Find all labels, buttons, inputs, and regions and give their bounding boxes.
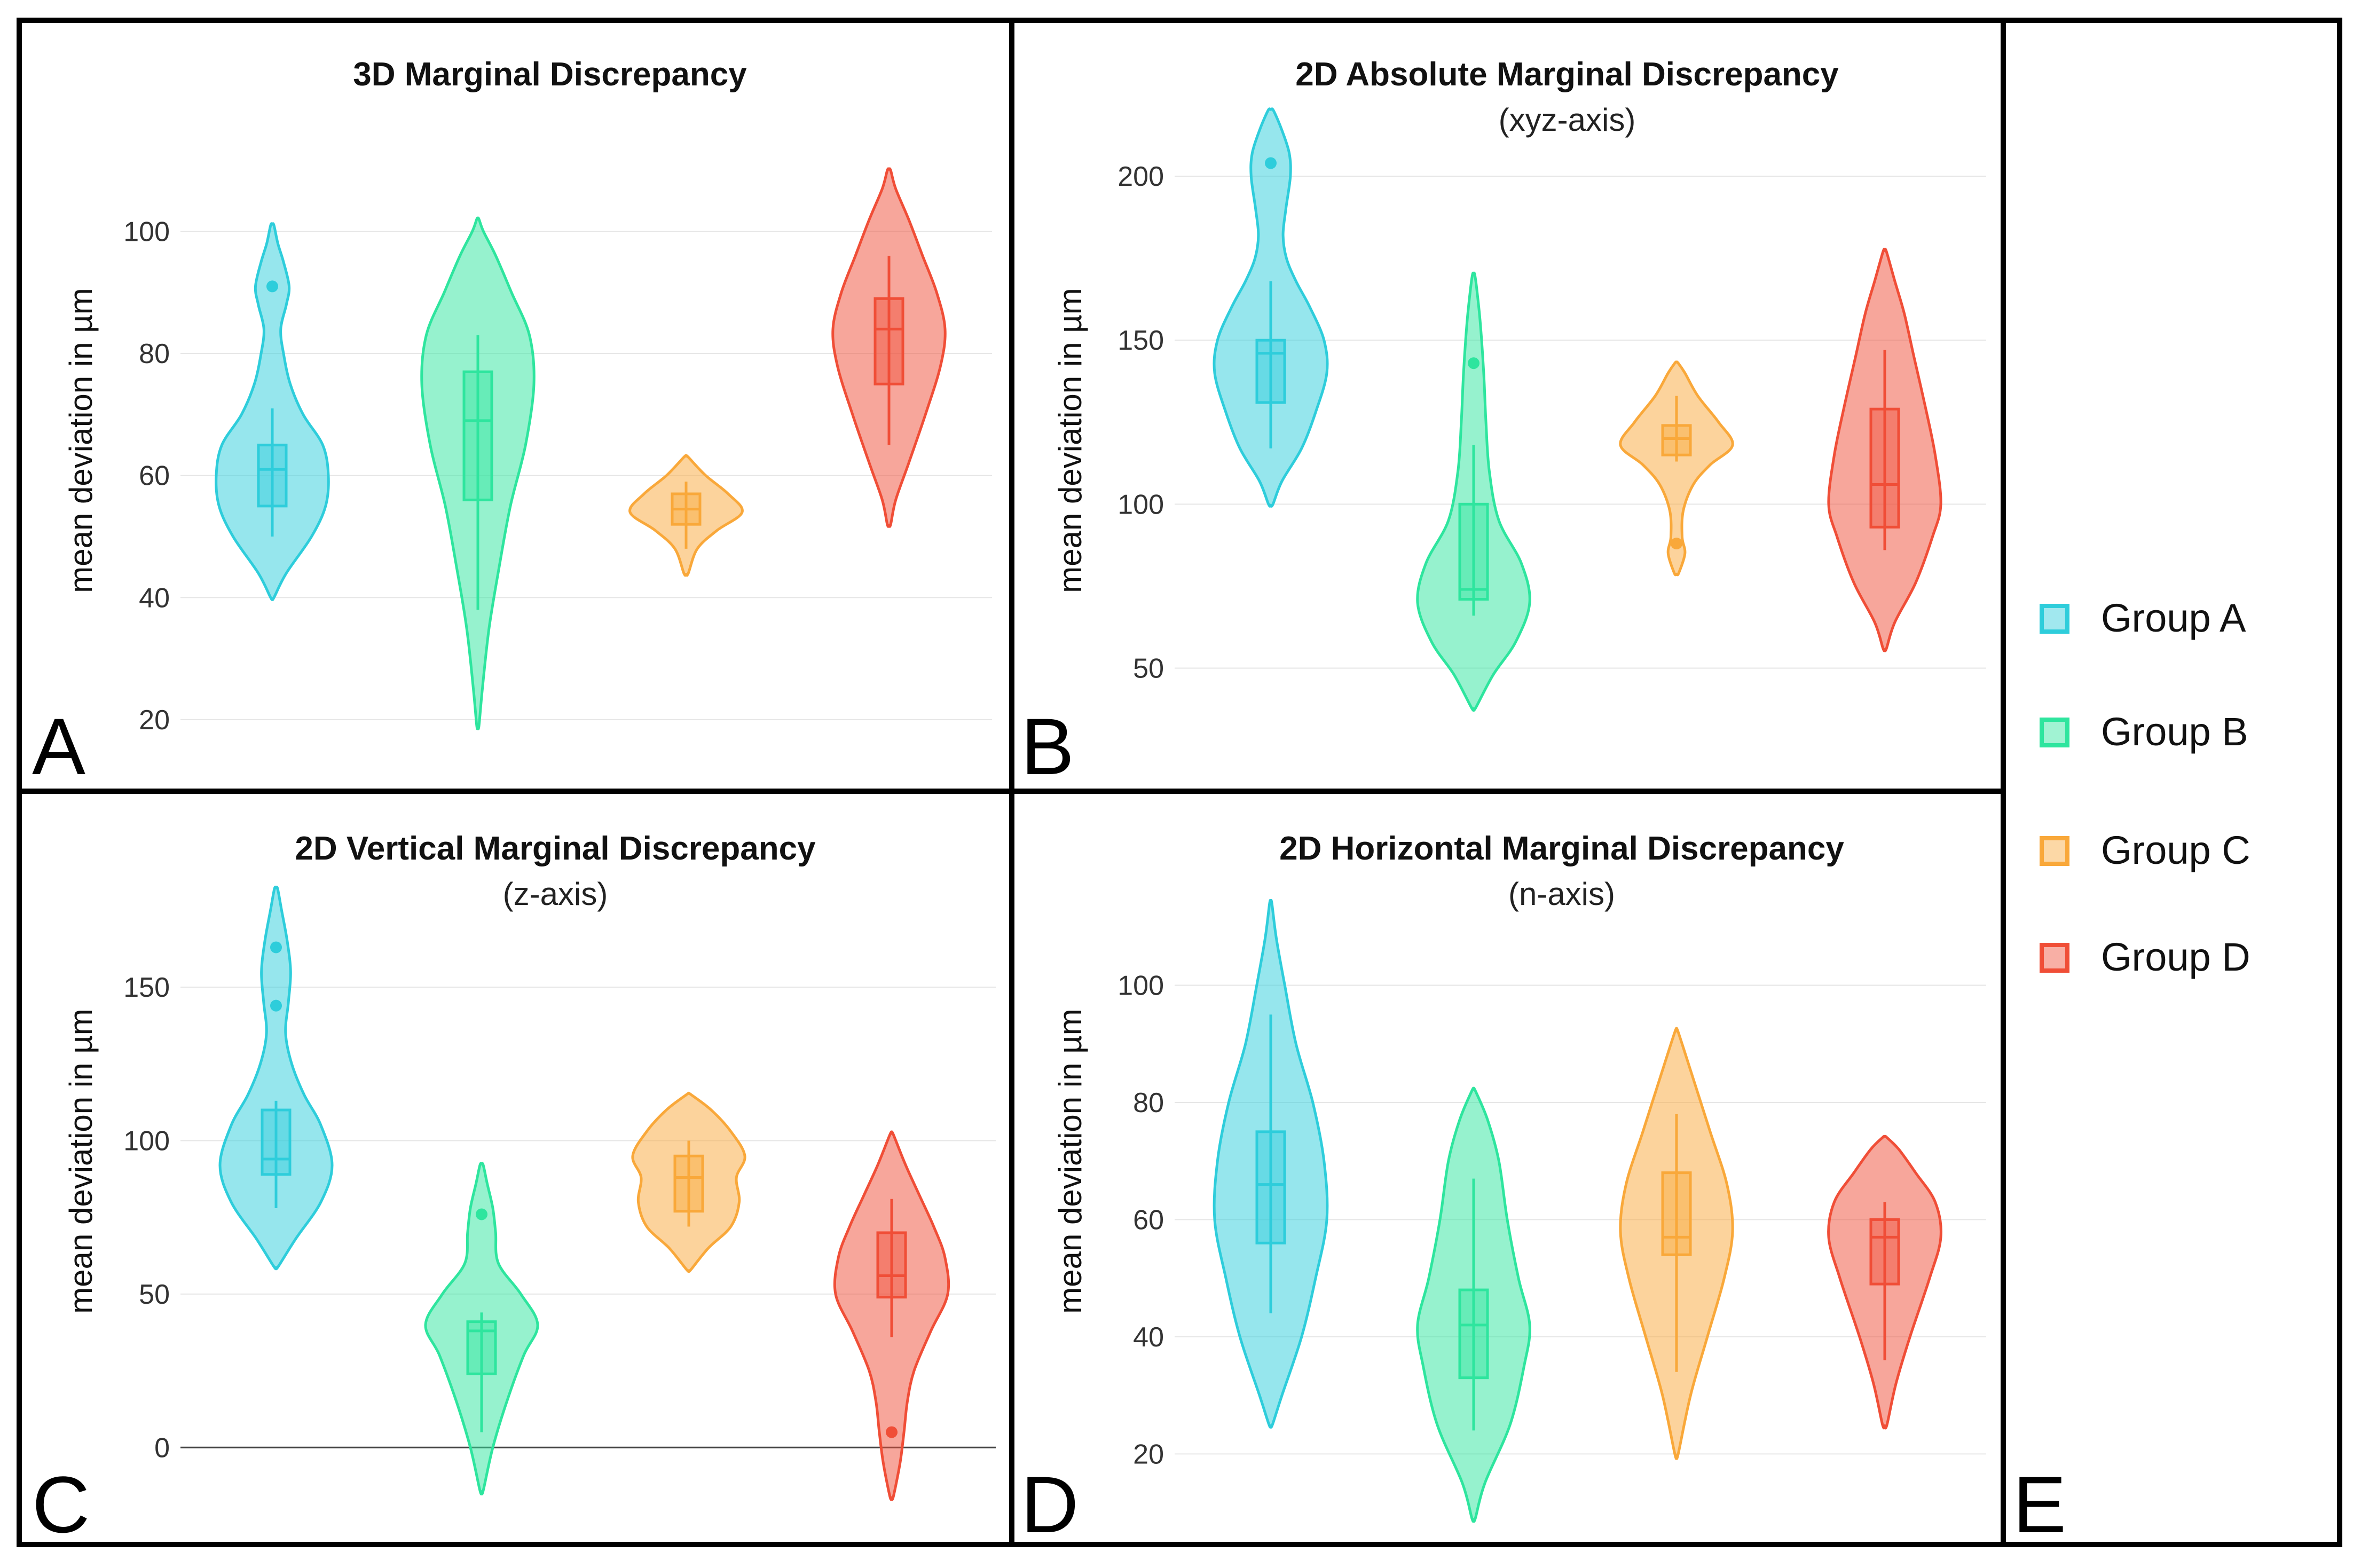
violin-group-b — [1416, 1086, 1531, 1523]
y-tick-label: 40 — [139, 582, 170, 613]
outlier-point — [1671, 538, 1682, 550]
plot-area: 0 50 100 150 — [123, 885, 996, 1501]
iqr-box — [1661, 1171, 1692, 1256]
violin-group-b — [1416, 271, 1531, 712]
iqr-box — [873, 297, 904, 385]
iqr-box — [673, 1154, 704, 1213]
panel-subtitle: (z-axis) — [503, 876, 608, 912]
panel-title: 3D Marginal Discrepancy — [353, 56, 747, 93]
legend-label: Group B — [2101, 710, 2248, 754]
y-tick-label: 100 — [123, 1126, 170, 1157]
violin-group-a — [218, 885, 334, 1271]
legend-swatch — [2040, 604, 2069, 634]
y-tick-label: 80 — [139, 338, 170, 369]
plot-area: 20 40 60 80 100 — [1117, 899, 1986, 1523]
panel-subtitle: (n-axis) — [1508, 876, 1615, 912]
violin-group-d — [833, 1130, 950, 1501]
outlier-point — [1265, 157, 1277, 169]
y-axis-label: mean deviation in µm — [1052, 288, 1088, 593]
iqr-box — [1458, 502, 1489, 601]
iqr-box — [1869, 407, 1900, 529]
violin-group-a — [215, 222, 330, 601]
y-tick-label: 100 — [123, 217, 170, 248]
iqr-box — [1458, 1288, 1489, 1380]
plot-area: 20 40 60 80 100 — [123, 167, 992, 736]
iqr-box — [466, 1320, 497, 1375]
y-tick-label: 80 — [1133, 1088, 1164, 1118]
y-tick-label: 50 — [139, 1279, 170, 1310]
outlier-point — [1468, 357, 1479, 369]
violin-group-b — [420, 216, 536, 730]
y-axis-label: mean deviation in µm — [1052, 1008, 1088, 1314]
panel-title: 2D Absolute Marginal Discrepancy — [1295, 56, 1839, 93]
y-tick-label: 150 — [1117, 325, 1164, 356]
legend: E Group A Group B Group C Group D — [2013, 596, 2250, 1549]
y-tick-label: 100 — [1117, 489, 1164, 520]
violin-group-d — [1827, 248, 1942, 652]
violin-group-a — [1213, 107, 1329, 508]
panel-b: 2D Absolute Marginal Discrepancy (xyz-ax… — [1021, 56, 1986, 791]
iqr-box — [1869, 1218, 1900, 1286]
y-tick-label: 60 — [139, 461, 170, 492]
panel-letter: E — [2013, 1460, 2066, 1549]
iqr-box — [261, 1108, 292, 1176]
outlier-point — [270, 941, 282, 954]
panel-a: 3D Marginal Discrepancy mean deviation i… — [32, 56, 992, 791]
y-tick-label: 150 — [123, 972, 170, 1003]
panel-subtitle: (xyz-axis) — [1499, 102, 1636, 138]
iqr-box — [876, 1231, 907, 1299]
panel-c: 2D Vertical Marginal Discrepancy (z-axis… — [32, 830, 996, 1549]
violin-group-c — [628, 454, 744, 577]
panel-title: 2D Horizontal Marginal Discrepancy — [1279, 830, 1844, 867]
iqr-box — [1255, 1130, 1286, 1244]
iqr-box — [1255, 338, 1286, 404]
panel-letter: A — [32, 702, 85, 791]
outlier-point — [266, 280, 278, 293]
outlier-point — [476, 1208, 487, 1220]
panel-letter: D — [1021, 1460, 1079, 1549]
legend-item: Group C — [2040, 828, 2250, 872]
legend-label: Group A — [2101, 596, 2246, 640]
legend-swatch — [2040, 718, 2069, 747]
y-tick-label: 60 — [1133, 1204, 1164, 1235]
violin-body — [218, 885, 334, 1271]
panel-frame — [17, 18, 2342, 1547]
y-tick-label: 200 — [1117, 161, 1164, 192]
violin-body — [1619, 360, 1734, 577]
legend-swatch — [2040, 943, 2069, 973]
iqr-box — [1661, 424, 1692, 456]
plot-area: 50 100 150 200 — [1117, 107, 1986, 712]
y-tick-label: 20 — [1133, 1439, 1164, 1470]
legend-label: Group C — [2101, 828, 2250, 872]
y-axis-label: mean deviation in µm — [63, 1008, 99, 1314]
panel-title: 2D Vertical Marginal Discrepancy — [295, 830, 816, 867]
legend-item: Group D — [2040, 935, 2250, 979]
y-tick-label: 50 — [1133, 653, 1164, 684]
legend-label: Group D — [2101, 935, 2250, 979]
panel-d: 2D Horizontal Marginal Discrepancy (n-ax… — [1021, 830, 1986, 1549]
violin-group-b — [424, 1162, 539, 1495]
y-axis-label: mean deviation in µm — [63, 288, 99, 593]
legend-item: Group B — [2040, 710, 2248, 754]
panel-letter: B — [1021, 702, 1074, 791]
violin-group-a — [1213, 899, 1329, 1429]
y-tick-label: 100 — [1117, 971, 1164, 1002]
violin-group-c — [1619, 360, 1734, 577]
y-tick-label: 20 — [139, 705, 170, 736]
iqr-box — [257, 444, 288, 508]
y-tick-label: 0 — [154, 1432, 170, 1463]
violin-group-d — [1827, 1134, 1942, 1430]
legend-item: Group A — [2040, 596, 2246, 640]
legend-swatch — [2040, 836, 2069, 866]
iqr-box — [462, 370, 493, 501]
violin-group-d — [831, 167, 947, 528]
panel-letter: C — [32, 1460, 90, 1549]
violin-group-c — [631, 1091, 746, 1273]
y-tick-label: 40 — [1133, 1322, 1164, 1353]
violin-group-c — [1619, 1027, 1734, 1460]
outlier-point — [886, 1426, 898, 1438]
outlier-point — [270, 999, 282, 1012]
